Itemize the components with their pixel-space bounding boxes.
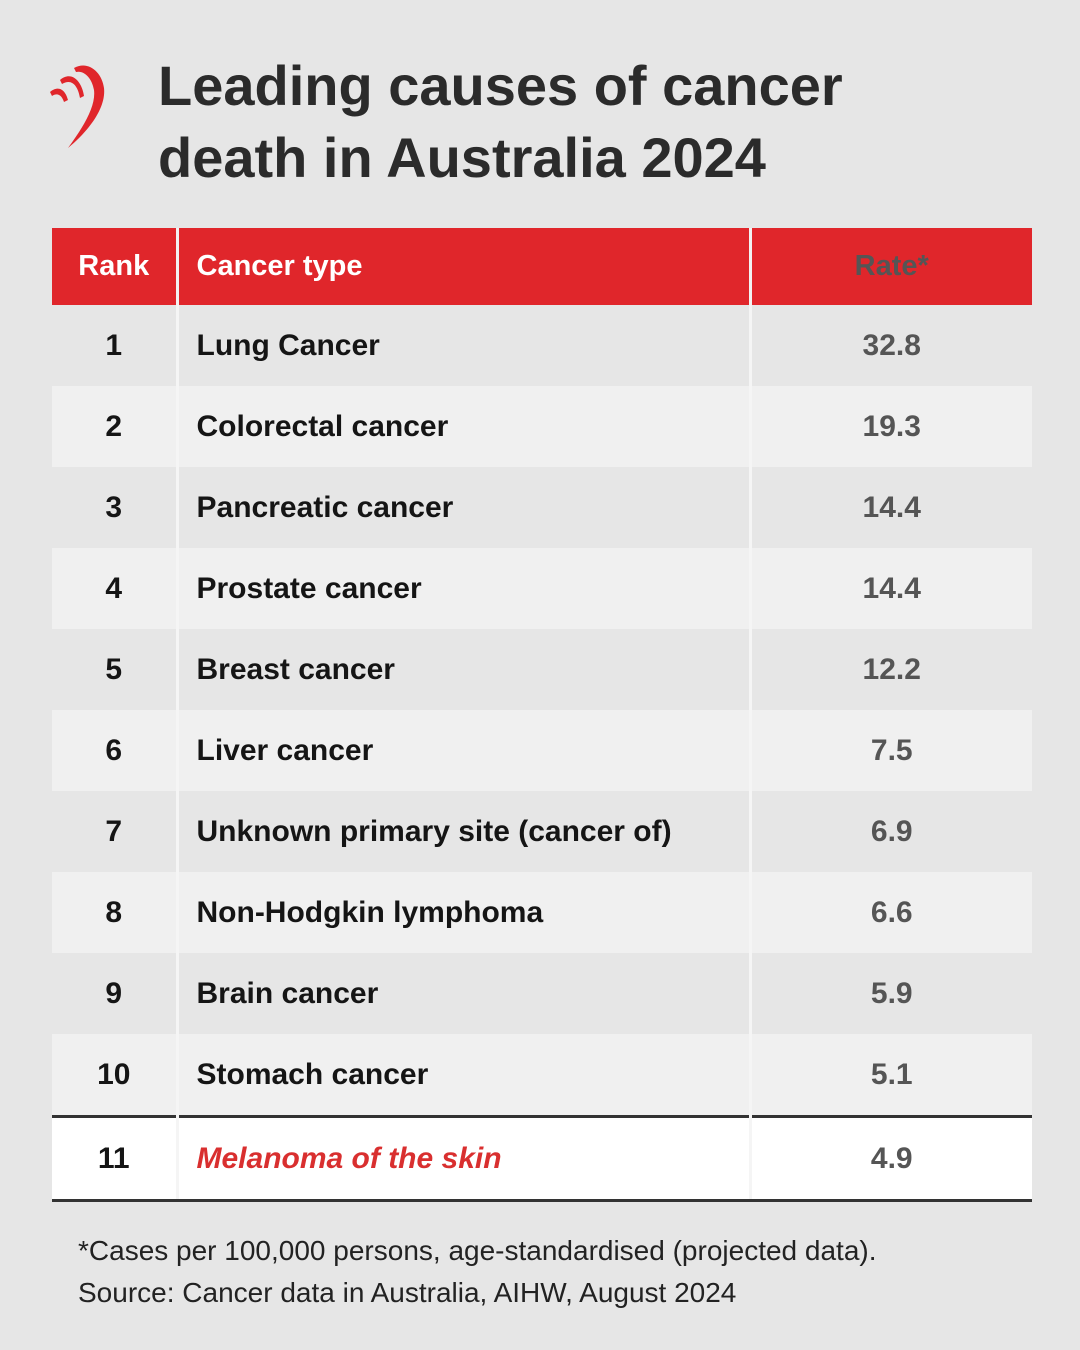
cancer-type-cell: Pancreatic cancer	[175, 467, 750, 548]
table-row: 1 Lung Cancer 32.8	[52, 305, 1032, 386]
cancer-type-cell: Lung Cancer	[175, 305, 750, 386]
cancer-type-cell: Liver cancer	[175, 710, 750, 791]
rate-cell: 6.6	[748, 872, 1032, 953]
rate-cell: 12.2	[748, 629, 1032, 710]
cancer-type-cell: Melanoma of the skin	[175, 1115, 750, 1202]
rank-cell: 4	[52, 548, 177, 629]
title-line: Leading causes of cancer	[158, 54, 843, 117]
rank-cell: 9	[52, 953, 177, 1034]
rate-cell: 19.3	[748, 386, 1032, 467]
table-row: 2 Colorectal cancer 19.3	[52, 386, 1032, 467]
table-row: 5 Breast cancer 12.2	[52, 629, 1032, 710]
table-row: 3 Pancreatic cancer 14.4	[52, 467, 1032, 548]
title: Leading causes of cancer death in Austra…	[158, 50, 843, 194]
table-row: 4 Prostate cancer 14.4	[52, 548, 1032, 629]
cancer-type-cell: Stomach cancer	[175, 1034, 750, 1117]
column-header: Rate*	[748, 228, 1032, 305]
rank-cell: 5	[52, 629, 177, 710]
column-header: Rank	[52, 228, 177, 305]
table-row: 7 Unknown primary site (cancer of) 6.9	[52, 791, 1032, 872]
source: Source: Cancer data in Australia, AIHW, …	[78, 1277, 737, 1308]
rate-cell: 32.8	[748, 305, 1032, 386]
rate-cell: 14.4	[748, 548, 1032, 629]
rank-cell: 2	[52, 386, 177, 467]
footer: *Cases per 100,000 persons, age-standard…	[78, 1230, 877, 1314]
rank-cell: 8	[52, 872, 177, 953]
rank-cell: 7	[52, 791, 177, 872]
rank-cell: 11	[52, 1115, 177, 1202]
rate-cell: 4.9	[748, 1115, 1032, 1202]
rank-cell: 3	[52, 467, 177, 548]
rate-cell: 5.9	[748, 953, 1032, 1034]
rate-cell: 5.1	[748, 1034, 1032, 1117]
rate-cell: 14.4	[748, 467, 1032, 548]
table-row: 9 Brain cancer 5.9	[52, 953, 1032, 1034]
table: Rank Cancer type Rate* 1 Lung Cancer 32.8 2…	[52, 228, 1032, 1202]
cancer-type-cell: Breast cancer	[175, 629, 750, 710]
table-row: 8 Non-Hodgkin lymphoma 6.6	[52, 872, 1032, 953]
title-line: death in Australia 2024	[158, 126, 766, 189]
header-row: Rank Cancer type Rate*	[52, 228, 1032, 305]
footnote: *Cases per 100,000 persons, age-standard…	[78, 1235, 877, 1266]
table-row: 6 Liver cancer 7.5	[52, 710, 1032, 791]
column-header: Cancer type	[175, 228, 750, 305]
cancer-type-cell: Unknown primary site (cancer of)	[175, 791, 750, 872]
table-row: 10 Stomach cancer 5.1	[52, 1034, 1032, 1117]
rate-cell: 6.9	[748, 791, 1032, 872]
rate-cell: 7.5	[748, 710, 1032, 791]
rank-cell: 10	[52, 1034, 177, 1117]
cancer-type-cell: Colorectal cancer	[175, 386, 750, 467]
rank-cell: 1	[52, 305, 177, 386]
rank-cell: 6	[52, 710, 177, 791]
cancer-type-cell: Non-Hodgkin lymphoma	[175, 872, 750, 953]
logo	[50, 65, 105, 148]
cancer-type-cell: Prostate cancer	[175, 548, 750, 629]
table-row: 11 Melanoma of the skin 4.9	[52, 1115, 1032, 1202]
cancer-type-cell: Brain cancer	[175, 953, 750, 1034]
